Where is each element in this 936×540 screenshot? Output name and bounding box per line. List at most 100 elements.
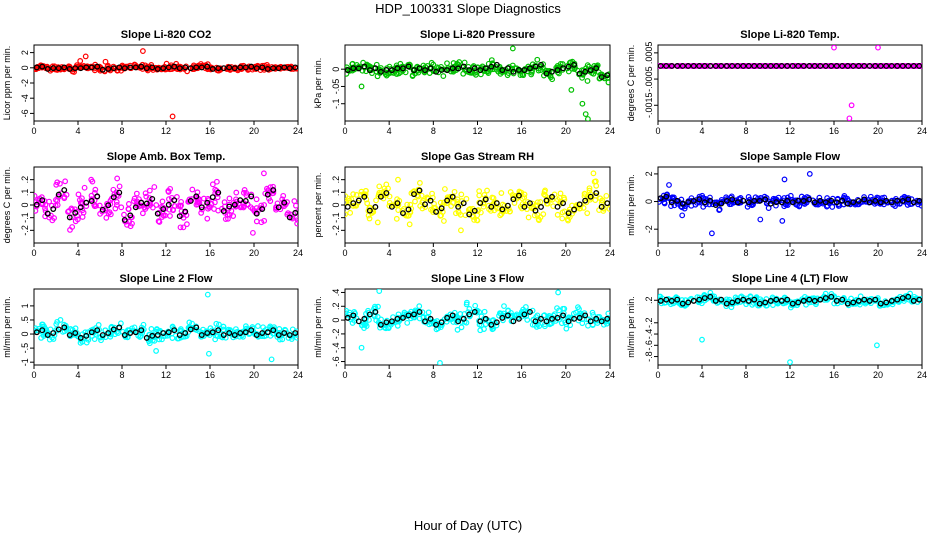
- mean-point: [861, 296, 868, 303]
- mean-point: [795, 299, 802, 306]
- data-point: [476, 321, 483, 328]
- data-point: [407, 201, 414, 208]
- mean-point: [707, 293, 714, 300]
- mean-point: [264, 191, 271, 198]
- mean-point: [44, 332, 51, 339]
- mean-point: [394, 315, 401, 322]
- mean-point: [866, 199, 873, 206]
- mean-point: [193, 324, 200, 331]
- outlier-point: [268, 356, 275, 363]
- mean-point: [773, 63, 780, 69]
- x-tick-label: 4: [699, 248, 704, 258]
- data-point: [475, 207, 482, 213]
- mean-point: [663, 193, 670, 200]
- data-point: [222, 216, 229, 223]
- data-point: [525, 214, 532, 221]
- mean-point: [132, 64, 139, 71]
- panel-title: Slope Gas Stream RH: [421, 151, 534, 163]
- outlier-point: [666, 182, 672, 188]
- mean-point: [350, 65, 357, 72]
- data-point: [409, 73, 416, 79]
- mean-point: [372, 308, 379, 315]
- mean-point: [899, 63, 906, 69]
- outlier-point: [82, 53, 89, 60]
- mean-point: [237, 64, 244, 71]
- outlier-point: [709, 230, 715, 237]
- mean-point: [839, 197, 846, 204]
- y-tick-label: .1: [20, 189, 30, 197]
- outlier-point: [261, 170, 267, 177]
- mean-point: [50, 65, 57, 72]
- y-tick-label: .5: [20, 316, 30, 324]
- data-point: [106, 209, 113, 216]
- mean-point: [154, 210, 161, 217]
- y-tick-label: -.2: [331, 329, 341, 340]
- mean-point: [116, 324, 123, 331]
- mean-point: [718, 200, 725, 207]
- data-point: [364, 200, 371, 207]
- data-point: [148, 326, 155, 332]
- outlier-point: [699, 336, 705, 343]
- mean-point: [209, 194, 216, 201]
- mean-point: [532, 207, 539, 214]
- mean-point: [604, 200, 610, 207]
- mean-point: [355, 65, 362, 72]
- y-tick-label: -.8: [644, 351, 654, 362]
- data-point: [177, 326, 184, 332]
- data-point: [103, 214, 110, 221]
- mean-point: [66, 332, 73, 339]
- outlier-point: [77, 58, 84, 64]
- mean-point: [466, 67, 473, 74]
- data-point: [770, 297, 776, 304]
- data-point: [470, 213, 477, 220]
- mean-point: [110, 65, 117, 72]
- chart-panel-2: Slope Li-820 Pressure 0 4 8 12 16 20 24 0 -.05 -.1…: [313, 29, 615, 136]
- data-point: [575, 304, 581, 311]
- mean-point: [471, 207, 478, 214]
- data-point: [159, 336, 165, 343]
- outlier-point: [153, 348, 160, 354]
- mean-point: [193, 64, 200, 71]
- mean-point: [751, 63, 758, 69]
- mean-point: [877, 63, 884, 69]
- data-point: [444, 60, 450, 67]
- outlier-point: [204, 291, 211, 298]
- data-point: [463, 195, 470, 202]
- mean-point: [696, 196, 703, 203]
- mean-point: [460, 315, 467, 322]
- data-point: [79, 214, 86, 220]
- data-point: [586, 185, 593, 192]
- x-tick-label: 4: [75, 370, 80, 380]
- data-point: [213, 320, 220, 327]
- outlier-point: [358, 344, 365, 351]
- data-point: [668, 203, 674, 209]
- data-point: [763, 302, 770, 309]
- mean-point: [350, 200, 357, 207]
- data-point: [603, 192, 610, 199]
- points-group: [658, 171, 922, 237]
- mean-point: [422, 201, 429, 208]
- mean-point: [833, 297, 840, 304]
- mean-point: [345, 314, 351, 321]
- mean-point: [773, 296, 780, 303]
- outlier-point: [205, 350, 212, 357]
- mean-point: [504, 202, 511, 209]
- data-point: [773, 298, 780, 305]
- mean-point: [877, 300, 884, 307]
- data-point: [46, 336, 53, 343]
- mean-point: [66, 214, 73, 221]
- data-point: [132, 62, 139, 68]
- x-tick-label: 16: [829, 126, 839, 136]
- data-point: [489, 194, 496, 201]
- mean-point: [149, 332, 156, 339]
- data-point: [463, 299, 470, 306]
- mean-point: [817, 296, 824, 303]
- data-point: [429, 190, 435, 197]
- data-point: [467, 312, 474, 319]
- data-point: [723, 196, 730, 202]
- data-point: [178, 202, 184, 209]
- mean-point: [110, 326, 117, 333]
- mean-point: [55, 326, 62, 333]
- x-tick-label: 16: [205, 370, 215, 380]
- data-point: [294, 334, 298, 341]
